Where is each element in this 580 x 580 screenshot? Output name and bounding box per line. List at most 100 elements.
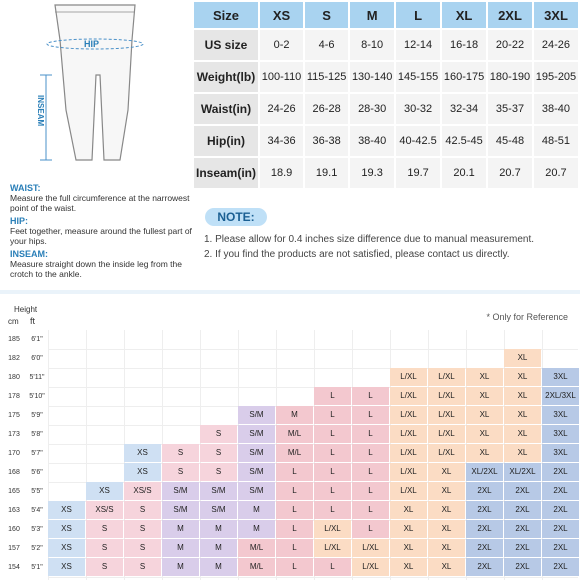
- size-cell: L/XL: [428, 387, 465, 405]
- size-cell: 2XL: [504, 520, 541, 538]
- size-cell: L: [276, 482, 313, 500]
- row-label: US size: [192, 28, 260, 62]
- size-cell: XL/2XL: [504, 463, 541, 481]
- grid-hline: [48, 558, 578, 559]
- size-cell: XL: [466, 406, 503, 424]
- size-cell: L: [352, 482, 389, 500]
- size-cell: L: [352, 463, 389, 481]
- size-cell: S: [124, 501, 161, 519]
- size-cell: M: [200, 558, 237, 576]
- size-cell: XL: [466, 368, 503, 386]
- height-cm-label: 182: [8, 355, 20, 362]
- size-cell: S: [200, 425, 237, 443]
- size-cell: 2XL: [466, 558, 503, 576]
- inseam-label: INSEAM: [36, 95, 45, 126]
- note-item: 1. Please allow for 0.4 inches size diff…: [204, 234, 534, 245]
- grid-hline: [48, 406, 578, 407]
- size-cell: XL: [504, 444, 541, 462]
- size-cell: S: [200, 463, 237, 481]
- table-cell: 115-125: [303, 60, 351, 94]
- size-cell: 2XL: [466, 501, 503, 519]
- size-cell: L: [352, 444, 389, 462]
- size-cell: XS: [48, 520, 85, 538]
- grid-hline: [48, 368, 578, 369]
- height-ft-label: 5'8": [31, 431, 43, 438]
- table-cell: 36-38: [303, 124, 351, 158]
- size-cell: L/XL: [428, 368, 465, 386]
- size-cell: XL: [504, 349, 541, 367]
- height-cm-label: 168: [8, 469, 20, 476]
- size-cell: S/M: [238, 482, 275, 500]
- size-cell: L/XL: [352, 539, 389, 557]
- table-row: Waist(in) 24-26 26-28 28-30 30-32 32-34 …: [192, 92, 580, 126]
- header-cell: XS: [257, 0, 306, 30]
- size-cell: XL: [390, 539, 427, 557]
- size-cell: S: [200, 444, 237, 462]
- header-cell: 3XL: [531, 0, 580, 30]
- size-cell: XS: [124, 463, 161, 481]
- size-cell: L: [352, 520, 389, 538]
- size-cell: 2XL: [542, 463, 579, 481]
- height-cm-label: 160: [8, 526, 20, 533]
- size-cell: 2XL: [542, 520, 579, 538]
- note-badge: NOTE:: [205, 208, 267, 226]
- size-cell: L: [314, 558, 351, 576]
- size-cell: L: [314, 387, 351, 405]
- header-cell: 2XL: [486, 0, 534, 30]
- size-cell: XL: [428, 558, 465, 576]
- note-item: 2. If you find the products are not sati…: [204, 249, 510, 260]
- size-cell: L/XL: [390, 463, 427, 481]
- size-cell: XL: [428, 482, 465, 500]
- grid-hline: [48, 387, 578, 388]
- grid-vline: [48, 330, 49, 580]
- size-cell: L/XL: [428, 406, 465, 424]
- table-cell: 160-175: [440, 60, 489, 94]
- table-cell: 38-40: [531, 92, 580, 126]
- height-ft-label: 5'11": [29, 374, 45, 381]
- size-cell: XL: [390, 558, 427, 576]
- size-cell: 2XL/3XL: [542, 387, 579, 405]
- size-cell: 3XL: [542, 368, 579, 386]
- size-cell: L/XL: [314, 520, 351, 538]
- header-cell: XL: [440, 0, 489, 30]
- size-cell: S/M: [162, 501, 199, 519]
- height-ft-label: 5'3": [31, 526, 43, 533]
- table-cell: 34-36: [257, 124, 306, 158]
- row-label: Inseam(in): [192, 156, 260, 190]
- size-cell: 2XL: [504, 501, 541, 519]
- table-cell: 35-37: [486, 92, 534, 126]
- size-cell: XL: [428, 501, 465, 519]
- size-cell: S/M: [162, 482, 199, 500]
- size-cell: S/M: [200, 501, 237, 519]
- height-cm-label: 185: [8, 336, 20, 343]
- size-cell: M/L: [276, 425, 313, 443]
- row-label: Waist(in): [192, 92, 260, 126]
- size-cell: S: [162, 444, 199, 462]
- height-ft-label: 6'1": [31, 336, 43, 343]
- size-cell: L: [314, 444, 351, 462]
- size-cell: S: [86, 558, 123, 576]
- table-cell: 38-40: [348, 124, 397, 158]
- table-cell: 20.7: [531, 156, 580, 190]
- reference-note: * Only for Reference: [486, 312, 568, 322]
- table-cell: 28-30: [348, 92, 397, 126]
- grid-hline: [48, 463, 578, 464]
- size-cell: 2XL: [542, 558, 579, 576]
- table-cell: 4-6: [303, 28, 351, 62]
- size-cell: L/XL: [428, 425, 465, 443]
- size-cell: S: [86, 520, 123, 538]
- table-cell: 20.7: [486, 156, 534, 190]
- table-cell: 24-26: [257, 92, 306, 126]
- size-cell: M: [162, 539, 199, 557]
- size-cell: S/M: [238, 463, 275, 481]
- table-cell: 0-2: [257, 28, 306, 62]
- size-cell: 3XL: [542, 425, 579, 443]
- table-cell: 19.7: [394, 156, 443, 190]
- size-cell: M/L: [276, 444, 313, 462]
- table-cell: 8-10: [348, 28, 397, 62]
- size-cell: L: [352, 425, 389, 443]
- header-cell: S: [303, 0, 351, 30]
- size-cell: XL: [466, 425, 503, 443]
- grid-hline: [48, 501, 578, 502]
- size-cell: L: [276, 501, 313, 519]
